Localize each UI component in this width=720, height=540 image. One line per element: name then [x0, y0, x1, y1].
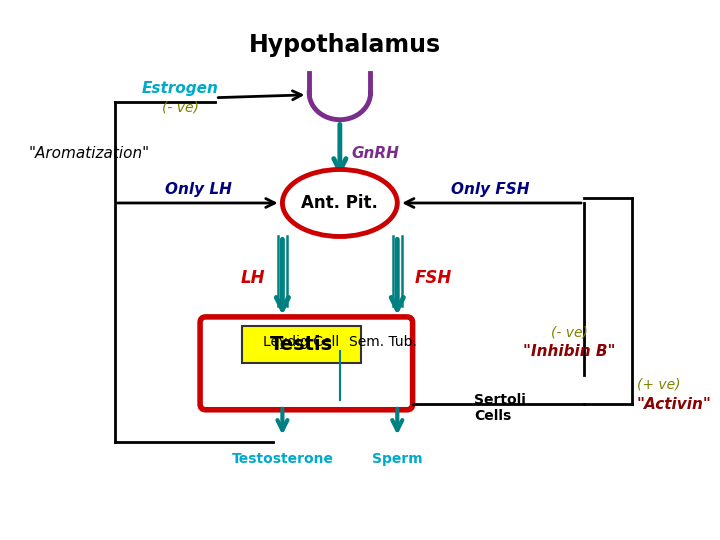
Text: Testis: Testis [270, 335, 333, 354]
Text: Hypothalamus: Hypothalamus [248, 32, 441, 57]
Text: Testosterone: Testosterone [231, 452, 333, 466]
Text: Sertoli
Cells: Sertoli Cells [474, 393, 526, 423]
Text: Ant. Pit.: Ant. Pit. [302, 194, 378, 212]
Text: GnRH: GnRH [351, 146, 399, 161]
Text: Sem. Tub.: Sem. Tub. [349, 335, 417, 349]
Text: "Activin": "Activin" [636, 396, 711, 411]
Text: Only FSH: Only FSH [451, 182, 530, 197]
FancyBboxPatch shape [200, 317, 413, 410]
Ellipse shape [282, 170, 397, 237]
Text: FSH: FSH [415, 269, 451, 287]
Text: Sperm: Sperm [372, 452, 423, 466]
Text: Leydig Cell: Leydig Cell [264, 335, 340, 349]
Text: Estrogen: Estrogen [142, 80, 218, 96]
Text: "Inhibin B": "Inhibin B" [523, 344, 616, 359]
Text: "Aromatization": "Aromatization" [29, 146, 150, 161]
Text: Only LH: Only LH [165, 182, 232, 197]
Text: LH: LH [240, 269, 265, 287]
Text: (- ve): (- ve) [552, 325, 588, 339]
FancyBboxPatch shape [242, 326, 361, 363]
Text: (- ve): (- ve) [161, 100, 199, 114]
Text: (+ ve): (+ ve) [636, 378, 680, 392]
